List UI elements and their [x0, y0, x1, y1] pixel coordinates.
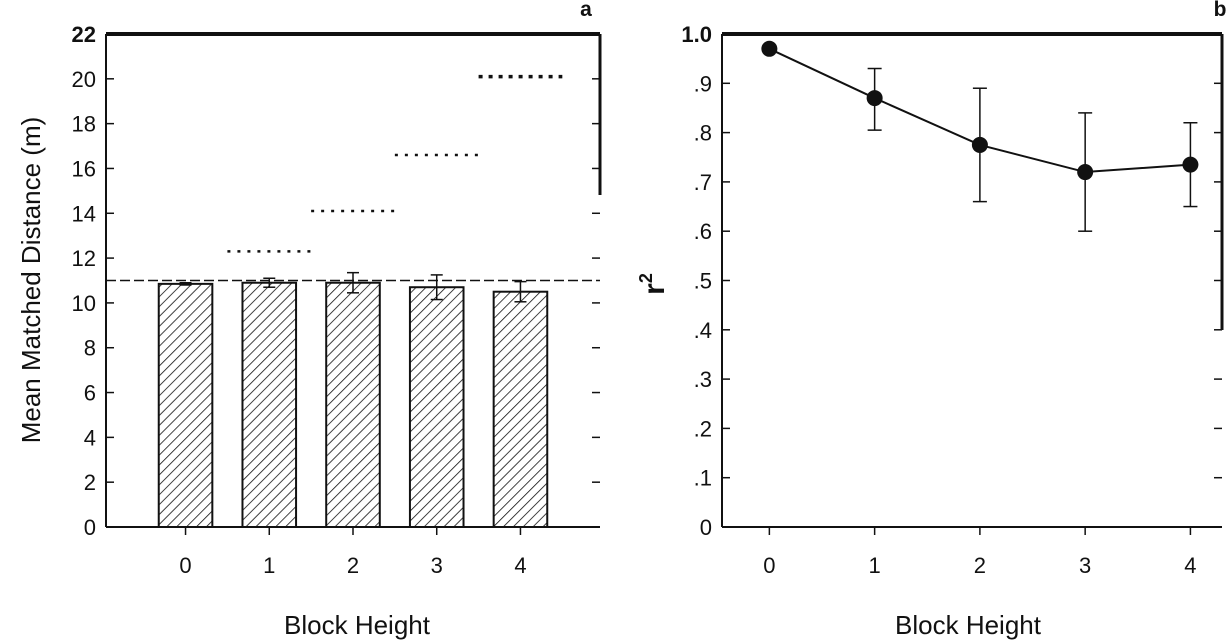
panel-b-line-chart: r2 Block Height b 0.1.2.3.4.5.6.7.8.91.0… [636, 0, 1226, 640]
panel-a-y-tick-label: 2 [84, 470, 96, 495]
panel-a-x-tick-label: 4 [514, 553, 526, 578]
panel-a-x-tick-label: 0 [179, 553, 191, 578]
panel-b-y-ticks: 0 .1 .2 .3 .4 .5 .6 .7 .8 .9 1.0 [681, 22, 1222, 540]
panel-a-y-tick-label: 10 [72, 291, 96, 316]
panel-b-y-tick-label: 0 [700, 515, 712, 540]
panel-a-bar [408, 286, 465, 528]
panel-a-y-tick-label: 16 [72, 156, 96, 181]
panel-b-x-tick-label: 4 [1184, 553, 1196, 578]
panel-a-bar-chart: Mean Matched Distance (m) Block Height a… [16, 0, 602, 640]
panel-a-y-tick-label: 6 [84, 381, 96, 406]
panel-a-x-tick-label: 1 [263, 553, 275, 578]
panel-a-x-axis-title: Block Height [284, 610, 431, 640]
panel-b-y-tick-label: .9 [694, 71, 712, 96]
panel-a-x-tick-label: 2 [347, 553, 359, 578]
panel-a-bar [492, 290, 549, 529]
panel-a-x-ticks: 0 1 2 3 4 [179, 527, 527, 578]
panel-b-label: b [1214, 0, 1227, 21]
panel-a-y-tick-label: 12 [72, 246, 96, 271]
panel-a-y-tick-label: 22 [72, 22, 96, 47]
panel-b-y-axis-title-sup: 2 [636, 273, 656, 283]
panel-a-bar [325, 281, 381, 528]
panel-b-x-ticks: 0 1 2 3 4 [763, 527, 1197, 578]
panel-a-y-axis-title: Mean Matched Distance (m) [16, 117, 46, 444]
panel-b-data-point [761, 40, 778, 57]
panel-b-y-tick-label: .5 [694, 269, 712, 294]
panel-b-y-tick-label: .4 [694, 318, 712, 343]
panel-b-data-point [1077, 164, 1094, 181]
panel-b-y-axis-title-main: r [638, 283, 671, 295]
panel-b-y-axis-title: r2 [636, 273, 671, 295]
panel-b-y-tick-label: .6 [694, 219, 712, 244]
panel-b-static [721, 32, 1224, 528]
panel-a-x-tick-label: 3 [431, 553, 443, 578]
panel-a-bar [241, 281, 298, 528]
panel-a-y-tick-label: 14 [72, 201, 96, 226]
panel-b-x-axis-title: Block Height [895, 610, 1042, 640]
panel-b-y-tick-label: .8 [694, 121, 712, 146]
panel-a-label: a [580, 0, 592, 21]
panel-b-x-tick-label: 2 [974, 553, 986, 578]
panel-b-x-tick-label: 0 [763, 553, 775, 578]
panel-b-y-tick-label: 1.0 [681, 22, 712, 47]
panel-b-data-point [866, 90, 883, 107]
panel-a-y-tick-label: 4 [84, 425, 96, 450]
panel-a-y-tick-label: 20 [72, 67, 96, 92]
panel-a-y-tick-label: 0 [84, 515, 96, 540]
panel-a-bars [157, 271, 549, 529]
panel-b-y-tick-label: .1 [694, 466, 712, 491]
panel-a-y-ticks: 0 2 4 6 8 10 12 14 16 18 20 22 [72, 22, 600, 540]
panel-b-x-tick-label: 1 [869, 553, 881, 578]
panel-b-y-tick-label: .2 [694, 416, 712, 441]
panel-a-bar [157, 282, 214, 528]
panel-b-x-tick-label: 3 [1079, 553, 1091, 578]
panel-b-y-tick-label: .3 [694, 367, 712, 392]
panel-b-y-tick-label: .7 [694, 170, 712, 195]
panel-a-y-tick-label: 18 [72, 112, 96, 137]
panel-b-data-point [971, 136, 988, 153]
panel-b-points [761, 40, 1199, 181]
panel-a-y-tick-label: 8 [84, 336, 96, 361]
panel-b-data-point [1182, 156, 1199, 173]
panel-a-reference-lines [106, 74, 600, 282]
